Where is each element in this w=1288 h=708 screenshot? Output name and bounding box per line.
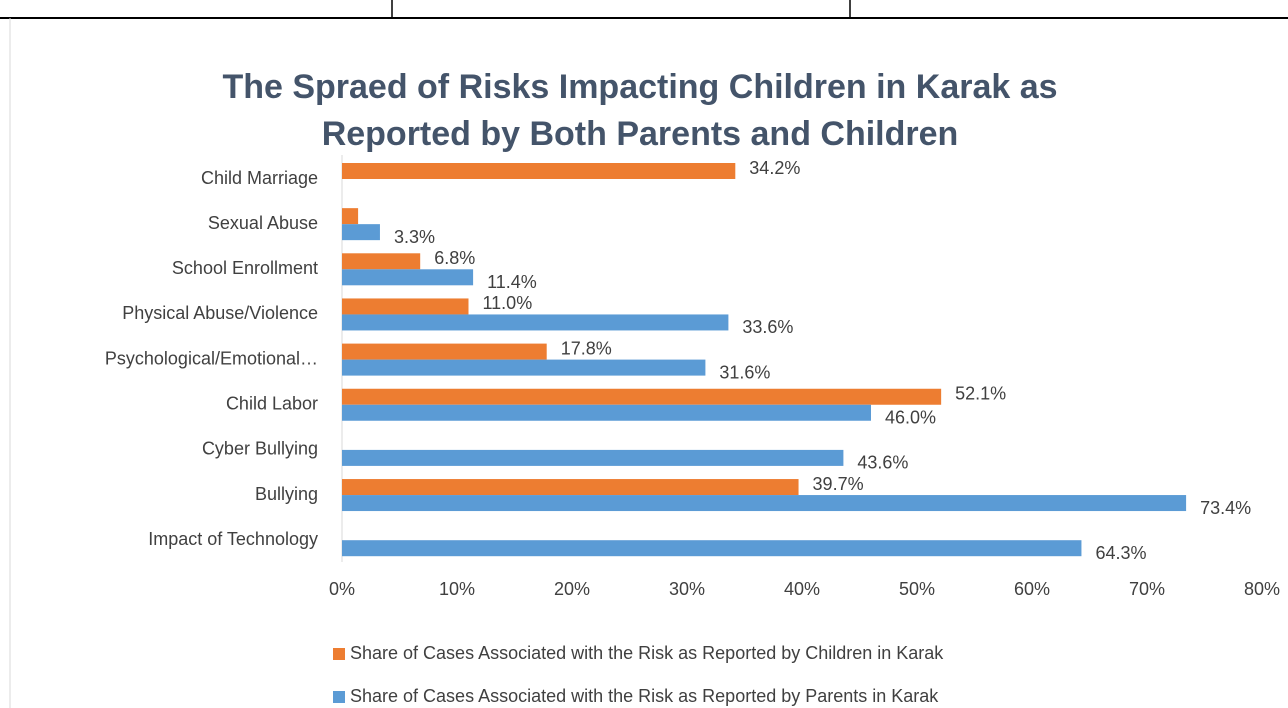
data-label: 11.0% (483, 293, 533, 313)
legend-label: Share of Cases Associated with the Risk … (350, 686, 939, 706)
data-label: 64.3% (1095, 543, 1146, 563)
bar (342, 479, 799, 496)
data-label: 43.6% (857, 453, 908, 473)
bar (342, 388, 942, 405)
data-label: 33.6% (742, 317, 793, 337)
bar (342, 253, 421, 270)
y-tick-label: Child Marriage (201, 168, 318, 188)
chart-title: The Spraed of Risks Impacting Children i… (222, 68, 1058, 153)
bar (342, 343, 547, 360)
y-tick-label: Psychological/Emotional… (105, 348, 318, 368)
bar (342, 359, 706, 376)
bar (342, 314, 729, 331)
x-tick-label: 40% (784, 579, 820, 599)
y-tick-label: Physical Abuse/Violence (122, 303, 318, 323)
y-tick-label: School Enrollment (172, 258, 318, 278)
data-label: 52.1% (955, 384, 1006, 404)
x-tick-label: 80% (1244, 579, 1280, 599)
data-label: 11.4% (487, 272, 537, 292)
bar (342, 163, 736, 179)
data-label: 6.8% (434, 248, 475, 268)
bar (342, 298, 469, 315)
data-label: 39.7% (813, 474, 864, 494)
x-tick-label: 0% (329, 579, 355, 599)
legend-swatch (333, 648, 345, 660)
legend-label: Share of Cases Associated with the Risk … (350, 643, 944, 663)
bar (342, 269, 474, 286)
y-tick-label: Cyber Bullying (202, 439, 318, 459)
y-tick-label: Sexual Abuse (208, 213, 318, 233)
x-tick-label: 70% (1129, 579, 1165, 599)
y-tick-label: Bullying (255, 484, 318, 504)
data-label: 3.3% (394, 227, 435, 247)
data-label: 17.8% (561, 338, 612, 358)
data-label: 73.4% (1200, 498, 1251, 518)
data-label: 46.0% (885, 408, 936, 428)
y-tick-label: Impact of Technology (148, 529, 318, 549)
data-label: 31.6% (719, 362, 770, 382)
bar (342, 208, 359, 225)
x-tick-label: 10% (439, 579, 475, 599)
legend-swatch (333, 691, 345, 703)
x-tick-label: 60% (1014, 579, 1050, 599)
x-tick-label: 50% (899, 579, 935, 599)
bar (342, 404, 871, 421)
data-label: 34.2% (749, 158, 800, 178)
bar (342, 224, 380, 241)
x-tick-label: 30% (669, 579, 705, 599)
y-tick-label: Child Labor (226, 394, 318, 414)
bar (342, 540, 1082, 557)
bar (342, 495, 1187, 512)
bar (342, 449, 844, 466)
x-tick-label: 20% (554, 579, 590, 599)
